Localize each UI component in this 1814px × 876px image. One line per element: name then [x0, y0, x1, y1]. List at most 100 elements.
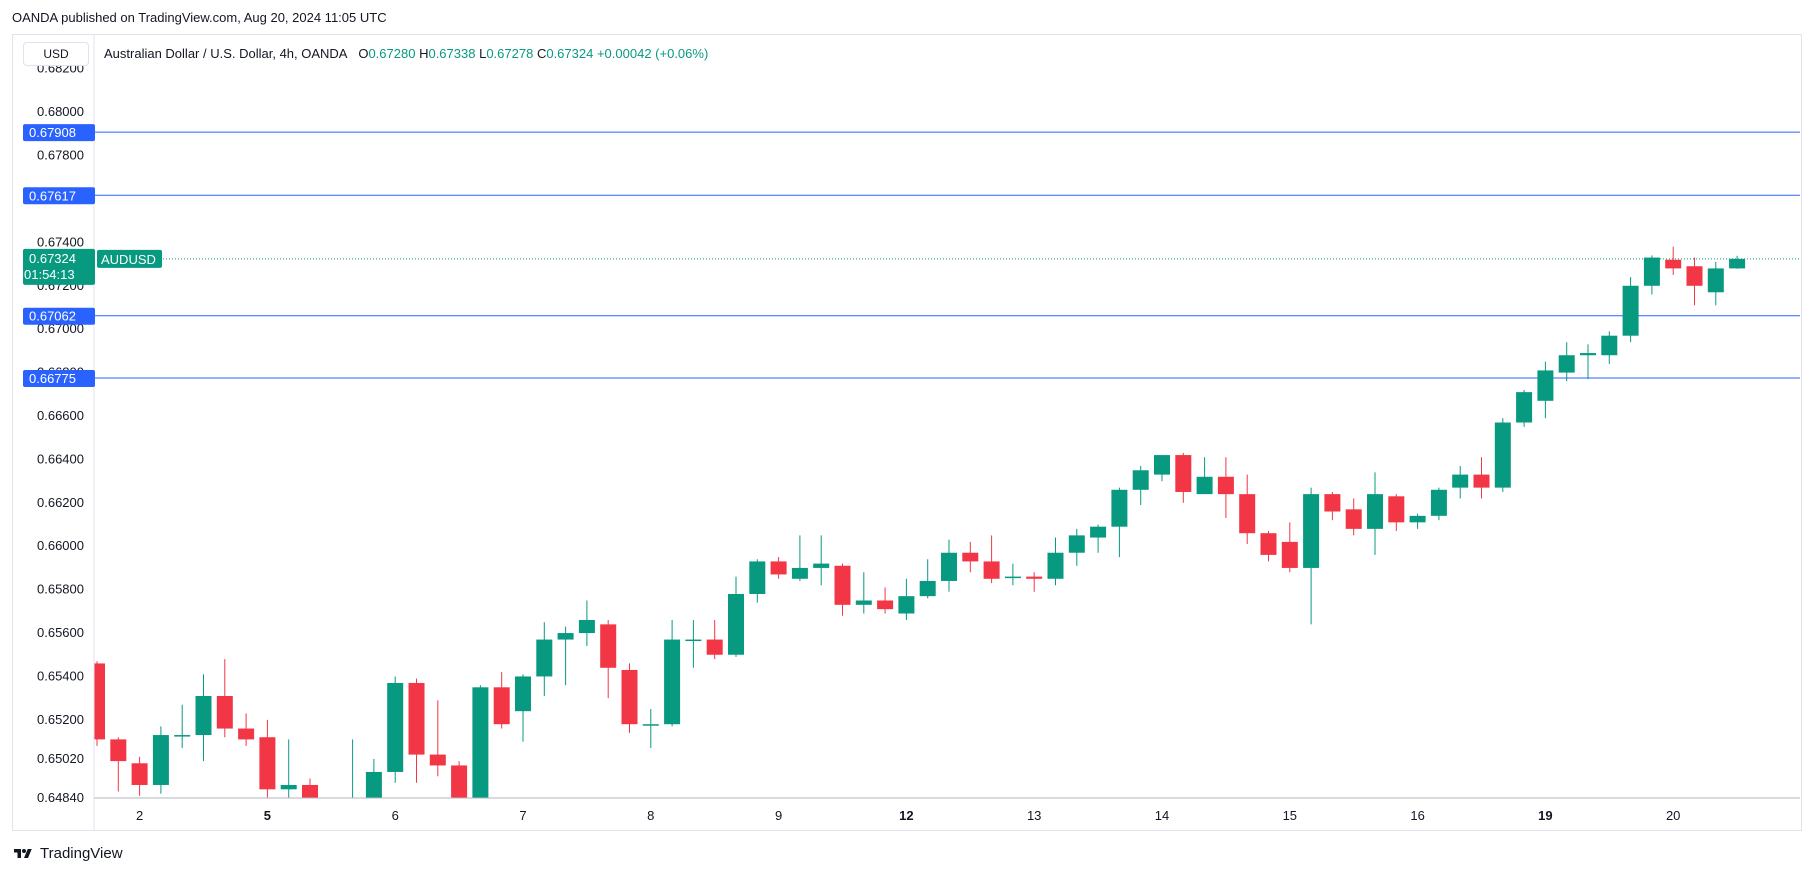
x-tick-label: 19	[1538, 808, 1552, 823]
candle-body	[962, 552, 979, 562]
candle-body	[345, 807, 361, 818]
price-line-label: 0.67062	[29, 309, 76, 324]
candle-body	[1516, 392, 1533, 423]
candle-body	[1409, 515, 1426, 523]
candle-body	[877, 600, 894, 610]
candle-body	[1430, 489, 1447, 516]
price-line-label-bg	[23, 187, 95, 205]
candle-body	[1196, 476, 1213, 495]
candle-body	[1026, 576, 1043, 579]
candle-body	[174, 735, 191, 737]
candle-body	[1111, 489, 1128, 527]
x-tick-label: 8	[647, 808, 654, 823]
candle-body	[1324, 494, 1341, 512]
legend-symbol: Australian Dollar / U.S. Dollar, 4h, OAN…	[104, 46, 348, 61]
candle-body	[664, 639, 681, 725]
legend-open-value: 0.67280	[368, 46, 416, 61]
price-line-label-bg	[23, 124, 95, 142]
y-tick-label: 0.65020	[37, 751, 84, 766]
candle-body	[1175, 455, 1192, 492]
candle-body	[1707, 268, 1724, 293]
last-price-label: 0.67324	[29, 251, 76, 266]
candle-body	[429, 754, 446, 766]
candle-body	[834, 565, 851, 605]
legend-close-key: C	[536, 46, 547, 61]
candle-body	[1367, 494, 1383, 529]
candle-body	[94, 663, 105, 740]
x-tick-label: 16	[1410, 808, 1424, 823]
y-tick-label: 0.65800	[37, 582, 84, 597]
legend-high-key: H	[419, 46, 429, 61]
y-tick-label: 0.65600	[37, 625, 84, 640]
x-tick-label: 14	[1155, 808, 1169, 823]
legend-high-value: 0.67338	[428, 46, 476, 61]
candle-body	[1473, 474, 1490, 488]
candle-body	[1452, 474, 1469, 488]
candle-body	[855, 600, 872, 605]
candle-body	[791, 567, 808, 579]
x-tick-label: 7	[519, 808, 526, 823]
candle-body	[578, 620, 595, 634]
x-tick-label: 13	[1027, 808, 1041, 823]
candle-body	[1388, 496, 1405, 523]
tradingview-logo-icon	[14, 848, 32, 858]
x-tick-label: 12	[899, 808, 913, 823]
candle-body	[493, 687, 510, 725]
candle-body	[685, 639, 702, 642]
candle-body	[152, 735, 169, 785]
legend-open-key: O	[358, 46, 369, 61]
candle-body	[323, 811, 339, 824]
candle-body	[451, 765, 468, 798]
legend-close-value: 0.67324	[546, 46, 594, 61]
candle-body	[408, 682, 425, 755]
candle-body	[216, 695, 233, 729]
candle-body	[1494, 422, 1511, 488]
y-tick-label: 0.65200	[37, 712, 84, 727]
tradingview-brand[interactable]: TradingView	[12, 845, 123, 862]
x-tick-label: 20	[1666, 808, 1680, 823]
candle-body	[1537, 370, 1554, 401]
chart-frame	[12, 34, 1802, 831]
candle-body	[302, 784, 318, 798]
candle-body	[1558, 355, 1575, 373]
candle-body	[706, 639, 723, 655]
candle-body	[472, 687, 489, 798]
candle-body	[1154, 455, 1170, 475]
candle-body	[1622, 285, 1639, 336]
candle-body	[1260, 533, 1277, 555]
y-tick-label: 0.66200	[37, 495, 84, 510]
currency-selector[interactable]: USD	[23, 42, 89, 66]
candle-body	[621, 669, 638, 725]
symbol-tag-bg	[97, 249, 162, 268]
publisher-line: OANDA published on TradingView.com, Aug …	[12, 10, 387, 25]
candle-body	[749, 561, 766, 594]
candle-body	[1068, 535, 1085, 553]
candle-body	[365, 771, 382, 798]
legend-low-key: L	[479, 46, 487, 61]
candle-body	[600, 624, 617, 668]
countdown-label: 01:54:13	[24, 267, 75, 282]
candle-body	[1004, 576, 1021, 579]
candle-body	[770, 561, 787, 575]
candle-body	[941, 552, 957, 581]
candle-body	[1729, 258, 1746, 269]
y-tick-label: 0.65400	[37, 668, 84, 683]
candle-body	[1643, 257, 1660, 286]
candle-body	[1345, 509, 1362, 529]
legend-change: +0.00042 (+0.06%)	[596, 46, 709, 61]
legend-low-value: 0.67278	[486, 46, 534, 61]
candle-body	[1601, 335, 1618, 356]
y-tick-label: 0.66000	[37, 538, 84, 553]
tradingview-brand-text: TradingView	[40, 845, 123, 862]
y-tick-label: 0.67800	[37, 148, 84, 163]
candle-body	[898, 596, 915, 614]
x-tick-label: 5	[264, 808, 271, 823]
candle-body	[1281, 541, 1298, 568]
candle-body	[919, 580, 936, 597]
candle-body	[387, 682, 404, 772]
symbol-legend: Australian Dollar / U.S. Dollar, 4h, OAN…	[104, 46, 708, 61]
candle-body	[1047, 552, 1064, 579]
candle-body	[280, 784, 297, 790]
candle-body	[1239, 494, 1256, 534]
